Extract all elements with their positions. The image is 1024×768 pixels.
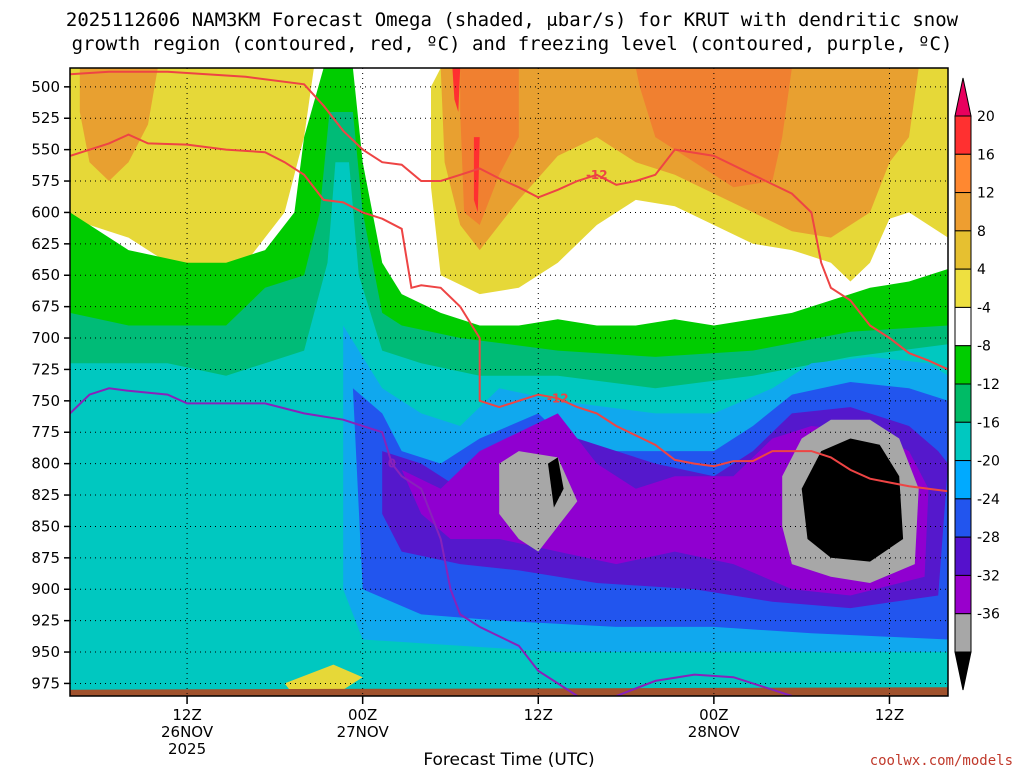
y-tick-label: 925 <box>31 612 60 630</box>
colorbar-segment <box>954 345 972 385</box>
colorbar-segment <box>954 574 972 615</box>
x-tick-label: 12Z <box>172 706 201 724</box>
y-tick-label: 875 <box>31 549 60 567</box>
x-tick-label: 12Z <box>524 706 553 724</box>
y-tick-label: 525 <box>31 109 60 127</box>
contour-line <box>70 70 948 371</box>
plot-frame <box>69 67 949 697</box>
y-tick-label: 575 <box>31 172 60 190</box>
region-red-streak2 <box>473 137 480 213</box>
y-tick-label: 500 <box>31 78 60 96</box>
region-lightorange-left <box>79 68 158 181</box>
y-tick-label: 825 <box>31 486 60 504</box>
colorbar-label: -28 <box>977 530 1000 546</box>
region-black <box>801 438 904 562</box>
region-surface-yellow <box>284 664 363 696</box>
chart-title-line2: growth region (contoured, red, ºC) and f… <box>72 33 953 55</box>
y-tick-label: 975 <box>31 674 60 692</box>
y-tick-label: 625 <box>31 235 60 253</box>
y-tick-label: 600 <box>31 203 60 221</box>
y-tick-label: 700 <box>31 329 60 347</box>
region-red-streak <box>452 68 461 112</box>
x-tick-label: 12Z <box>875 706 904 724</box>
x-axis-label: Forecast Time (UTC) <box>423 750 594 768</box>
region-black-small <box>548 457 564 508</box>
colorbar-label: -16 <box>977 415 1000 431</box>
colorbar-segment <box>954 536 972 576</box>
colorbar-label: -32 <box>977 568 1000 584</box>
colorbar-label: 8 <box>977 224 986 240</box>
x-tick-label: 00Z <box>699 706 728 724</box>
colorbar-top-arrow <box>954 77 972 117</box>
colorbar-label: 16 <box>977 147 995 163</box>
y-tick-label: 950 <box>31 643 60 661</box>
colorbar-segment <box>954 613 972 653</box>
colorbar-segment <box>954 460 972 500</box>
colorbar-segment <box>954 383 972 423</box>
y-tick-label: 775 <box>31 423 60 441</box>
colorbar-label: -24 <box>977 492 1000 508</box>
contour-label: 0 <box>388 457 396 471</box>
contour-line <box>70 387 578 696</box>
temperature-contours: -12 -12 0 <box>70 70 948 696</box>
y-tick-label: 850 <box>31 517 60 535</box>
x-tick-label: 26NOV <box>161 723 214 741</box>
omega-shaded-field <box>70 68 948 696</box>
colorbar-label: -12 <box>977 377 1000 393</box>
y-axis-pressure: 500 525 550 575 600 625 650 675 700 725 750 775 800 8… <box>31 78 70 692</box>
colorbar-bottom-arrow <box>954 651 972 691</box>
chart-title-line1: 2025112606 NAM3KM Forecast Omega (shaded… <box>66 9 959 31</box>
y-tick-label: 650 <box>31 266 60 284</box>
colorbar-segment <box>954 115 972 155</box>
x-tick-label: 28NOV <box>688 723 741 741</box>
contour-line <box>615 673 793 696</box>
y-tick-label: 750 <box>31 392 60 410</box>
contour-label: -12 <box>547 391 569 405</box>
colorbar-label: 12 <box>977 186 995 202</box>
colorbar-segment <box>954 306 972 347</box>
x-tick-label: 00Z <box>348 706 377 724</box>
colorbar-label: 4 <box>977 262 986 278</box>
contour-label: -12 <box>586 168 608 182</box>
y-tick-label: 550 <box>31 141 60 159</box>
credit-text: coolwx.com/models <box>870 753 1013 768</box>
colorbar-label: 20 <box>977 109 995 125</box>
y-tick-label: 900 <box>31 580 60 598</box>
colorbar: 20 16 12 8 4 -4 -8 -12 -16 -20 -24 -28 -32 -36 <box>954 77 1000 691</box>
y-tick-label: 675 <box>31 298 60 316</box>
region-ground <box>70 687 948 696</box>
colorbar-label: -8 <box>977 339 991 355</box>
colorbar-segment <box>954 230 972 270</box>
colorbar-segment <box>954 192 972 232</box>
colorbar-segment <box>954 153 972 194</box>
region-orange-right <box>635 68 792 188</box>
colorbar-label: -4 <box>977 300 991 316</box>
contour-line <box>70 133 948 493</box>
y-tick-label: 800 <box>31 455 60 473</box>
x-tick-label: 2025 <box>168 740 206 758</box>
y-tick-label: 725 <box>31 360 60 378</box>
colorbar-segment <box>954 421 972 462</box>
region-lightorange-mid <box>440 68 919 251</box>
colorbar-segment <box>954 498 972 538</box>
x-tick-label: 27NOV <box>337 723 390 741</box>
colorbar-label: -36 <box>977 607 1000 623</box>
colorbar-label: -20 <box>977 454 1000 470</box>
colorbar-segment <box>954 268 972 308</box>
